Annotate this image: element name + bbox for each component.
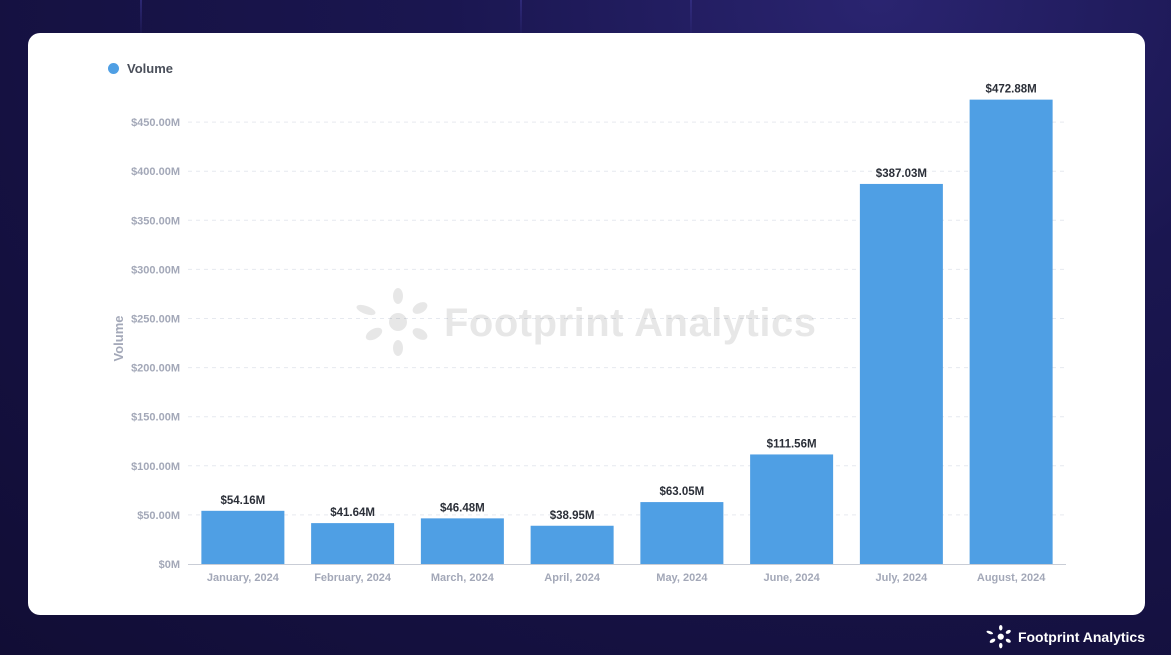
x-tick-label: July, 2024	[875, 572, 928, 584]
bar	[969, 99, 1053, 565]
bar	[859, 183, 943, 565]
x-tick-label: February, 2024	[314, 572, 392, 584]
y-tick-label: $0M	[159, 559, 180, 571]
y-tick-label: $200.00M	[131, 363, 180, 375]
footprint-flower-icon	[986, 625, 1011, 649]
y-tick-label: $300.00M	[131, 264, 180, 276]
data-label: $111.56M	[767, 438, 817, 450]
bar-chart: $0M $50.00M $100.00M $150.00M $200.00M $250.0…	[111, 84, 1066, 584]
bar	[311, 523, 395, 564]
x-tick-label: January, 2024	[207, 572, 280, 584]
x-tick-label: June, 2024	[763, 572, 820, 584]
bar	[530, 525, 614, 564]
x-tick-label: August, 2024	[977, 572, 1046, 584]
bar	[640, 502, 724, 564]
y-axis-title: Volume	[111, 316, 126, 362]
data-label: $38.95M	[550, 510, 595, 522]
x-tick-label: May, 2024	[656, 572, 708, 584]
y-tick-label: $100.00M	[131, 461, 180, 473]
y-tick-label: $350.00M	[131, 215, 180, 227]
legend-label-volume: Volume	[127, 61, 173, 76]
data-label: $46.48M	[440, 502, 485, 514]
brand-name: Footprint Analytics	[1017, 629, 1145, 645]
legend[interactable]: Volume	[108, 61, 173, 76]
chart-card: $0M $50.00M $100.00M $150.00M $200.00M $250.0…	[28, 33, 1145, 615]
y-tick-label: $250.00M	[131, 314, 180, 326]
y-tick-label: $50.00M	[137, 510, 180, 522]
data-label: $41.64M	[330, 507, 375, 519]
y-tick-label: $400.00M	[131, 166, 180, 178]
bar	[750, 454, 834, 564]
data-label: $472.88M	[986, 84, 1037, 96]
legend-swatch	[108, 63, 119, 74]
y-tick-label: $450.00M	[131, 117, 180, 129]
x-tick-label: March, 2024	[431, 572, 495, 584]
data-label: $54.16M	[220, 495, 265, 507]
bar	[201, 510, 285, 564]
data-label: $387.03M	[876, 168, 927, 180]
y-tick-label: $150.00M	[131, 412, 180, 424]
bar	[420, 518, 504, 564]
x-tick-label: April, 2024	[544, 572, 601, 584]
data-label: $63.05M	[659, 486, 704, 498]
brand-logo: Footprint Analytics	[984, 625, 1145, 649]
